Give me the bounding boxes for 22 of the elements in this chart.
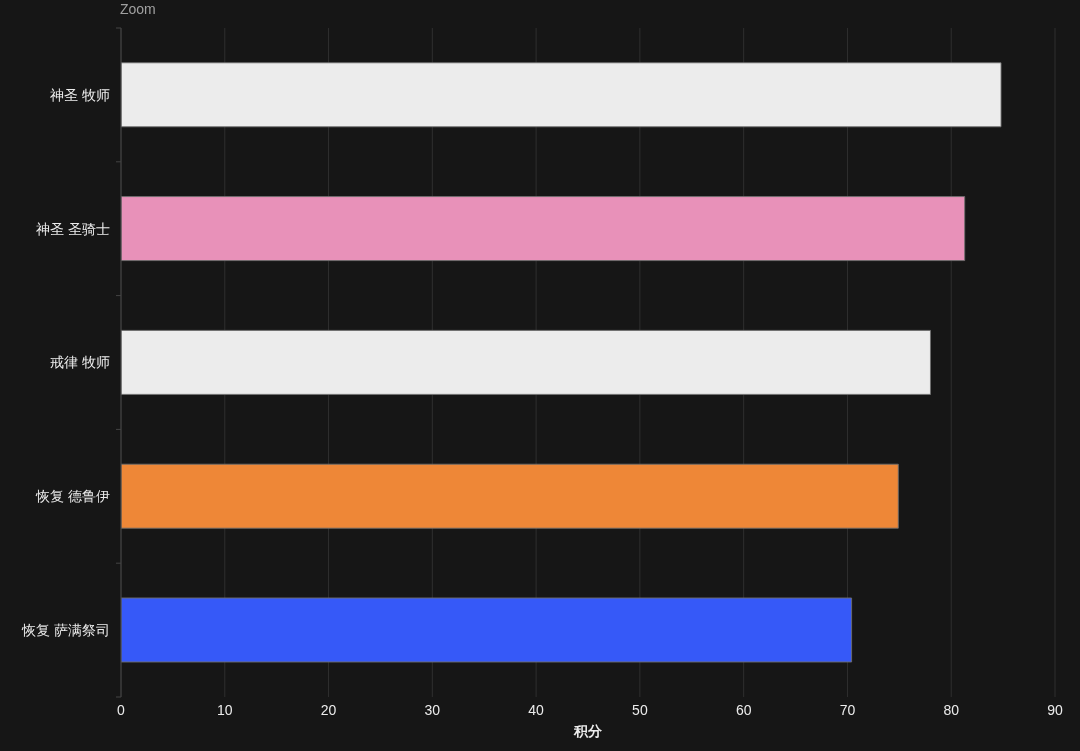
x-tick-label: 0 (117, 701, 126, 718)
x-tick-label: 80 (943, 701, 960, 718)
bar (121, 329, 931, 395)
bar (121, 62, 1002, 128)
x-tick-label: 90 (1047, 701, 1063, 718)
x-tick-label: 50 (632, 701, 648, 718)
x-axis-title: 积分 (573, 723, 603, 739)
y-tick-label: 恢复 德鲁伊 (35, 488, 110, 505)
x-tick-label: 40 (528, 701, 545, 718)
text: Zoom (120, 1, 156, 17)
x-tick-label: 20 (320, 701, 337, 718)
y-tick-label: 神圣 牧师 (50, 86, 110, 103)
x-tick-label: 60 (735, 701, 752, 718)
x-tick-label: 70 (839, 701, 856, 718)
bar (121, 196, 966, 262)
bar (121, 597, 853, 663)
y-tick-label: 恢复 萨满祭司 (21, 622, 110, 638)
y-tick-label: 戒律 牧师 (50, 354, 110, 371)
x-tick-label: 30 (424, 701, 441, 718)
bar (121, 463, 899, 529)
x-tick-label: 10 (216, 701, 233, 718)
y-tick-label: 神圣 圣骑士 (36, 220, 110, 237)
